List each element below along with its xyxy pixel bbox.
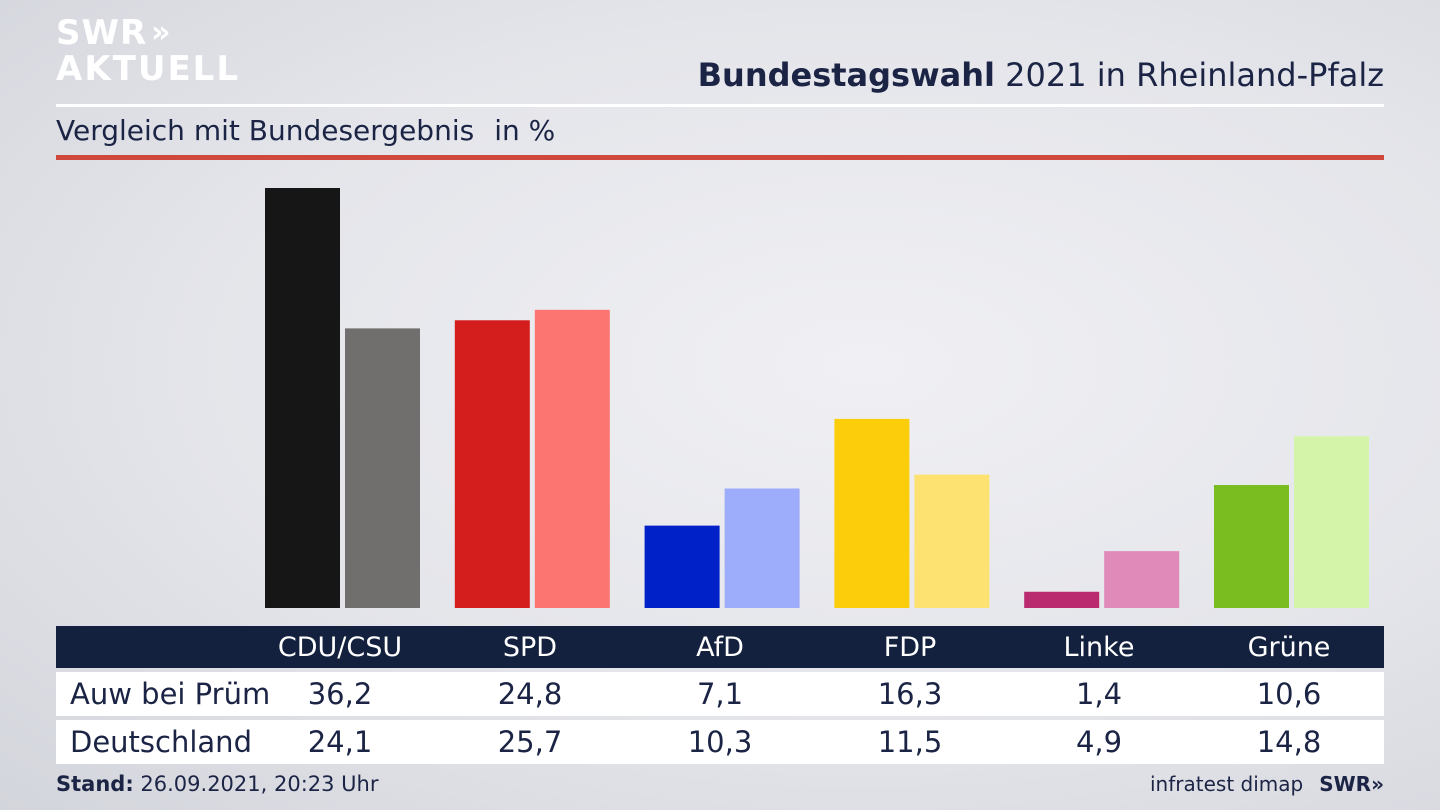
results-table: CDU/CSU SPD AfD FDP Linke Grüne Auw bei … <box>56 626 1384 764</box>
bar-spd-national <box>534 309 610 608</box>
unit-label: in % <box>494 114 556 147</box>
timestamp: Stand: 26.09.2021, 20:23 Uhr <box>56 772 379 796</box>
subtitle: Vergleich mit Bundesergebnis in % <box>56 114 555 147</box>
bar-afd-local <box>644 525 720 608</box>
table-row: Auw bei Prüm 36,2 24,8 7,1 16,3 1,4 10,6 <box>56 672 1384 716</box>
chevron-right-icon: » <box>151 15 172 50</box>
bar-cdu-csu-local <box>265 188 340 608</box>
bar-fdp-national <box>914 474 990 608</box>
title-rest: 2021 in Rheinland-Pfalz <box>995 56 1384 94</box>
table-cell: 10,6 <box>1256 677 1322 711</box>
header-linke: Linke <box>1063 631 1135 663</box>
subtitle-text: Vergleich mit Bundesergebnis <box>56 114 475 147</box>
bar-chart <box>265 188 1369 608</box>
table-cell: 11,5 <box>877 725 943 759</box>
table-cell: 1,4 <box>1075 677 1123 711</box>
table-cell: 16,3 <box>877 677 943 711</box>
stand-label: Stand: <box>56 772 134 796</box>
table-cell: 14,8 <box>1256 725 1322 759</box>
logo-swr-text: SWR <box>56 13 148 53</box>
table-cell: 24,8 <box>497 677 563 711</box>
page-title: Bundestagswahl 2021 in Rheinland-Pfalz <box>698 56 1384 94</box>
header-afd: AfD <box>696 631 744 663</box>
bar-cdu-csu-national <box>345 328 420 608</box>
table-cell: 25,7 <box>497 725 563 759</box>
bar-spd-local <box>454 320 530 608</box>
table-cell: 36,2 <box>307 677 373 711</box>
source-label: infratest dimap <box>1150 772 1304 796</box>
bar-gr-ne-local <box>1214 485 1289 608</box>
table-cell: 4,9 <box>1075 725 1123 759</box>
title-bold: Bundestagswahl <box>697 56 995 94</box>
table-header: CDU/CSU SPD AfD FDP Linke Grüne <box>56 626 1384 668</box>
bar-linke-local <box>1024 591 1100 608</box>
header-fdp: FDP <box>883 631 937 663</box>
header-cdu-csu: CDU/CSU <box>277 631 403 663</box>
row-label: Deutschland <box>70 725 252 759</box>
header-spd: SPD <box>502 631 558 663</box>
table-cell: 7,1 <box>696 677 744 711</box>
table-cell: 24,1 <box>307 725 373 759</box>
header-divider <box>56 104 1384 107</box>
logo-aktuell-text: AKTUELL <box>56 49 241 89</box>
accent-divider <box>56 155 1384 160</box>
row-label: Auw bei Prüm <box>70 677 271 711</box>
source-credit: infratest dimap SWR» <box>1150 772 1384 796</box>
bar-afd-national <box>724 488 800 608</box>
swr-aktuell-logo: SWR» AKTUELL <box>56 16 240 86</box>
bar-gr-ne-national <box>1294 436 1369 608</box>
swr-brand-mark: SWR» <box>1319 772 1384 796</box>
table-cell: 10,3 <box>687 725 753 759</box>
stand-value: 26.09.2021, 20:23 Uhr <box>133 772 379 796</box>
header-gruene: Grüne <box>1247 631 1331 663</box>
table-row: Deutschland 24,1 25,7 10,3 11,5 4,9 14,8 <box>56 720 1384 764</box>
bar-fdp-local <box>834 418 910 608</box>
bar-linke-national <box>1104 551 1180 608</box>
